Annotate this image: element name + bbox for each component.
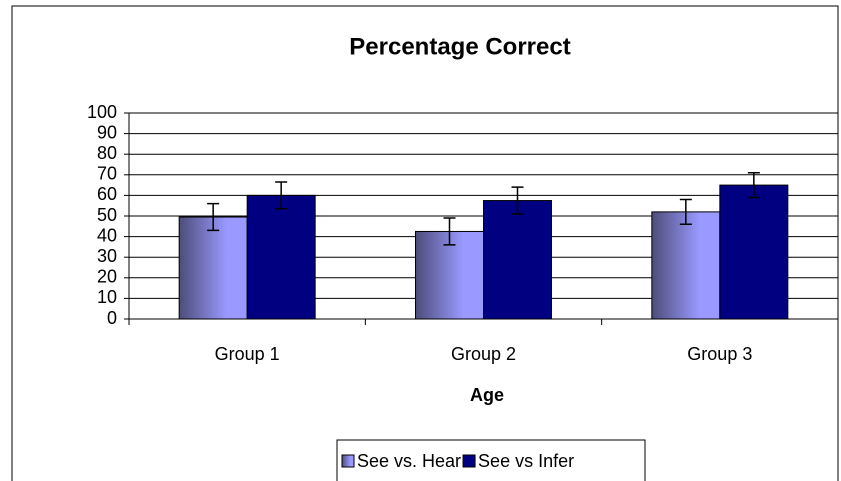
error-bar	[443, 217, 456, 246]
x-tick-label: Group 1	[215, 344, 280, 364]
y-tick-label: 20	[97, 267, 117, 287]
error-bar	[275, 181, 288, 210]
error-bar	[207, 202, 220, 232]
x-tick-label: Group 2	[451, 344, 516, 364]
error-bar	[679, 198, 692, 225]
y-tick-label: 10	[97, 287, 117, 307]
y-tick-label: 60	[97, 184, 117, 204]
y-tick-label: 0	[107, 308, 117, 328]
bar	[651, 211, 721, 320]
error-bar	[511, 186, 524, 215]
legend-label: See vs Infer	[478, 451, 574, 471]
x-tick-label: Group 3	[687, 344, 752, 364]
y-tick-label: 70	[97, 164, 117, 184]
y-tick-label: 100	[87, 102, 117, 122]
y-tick-label: 50	[97, 205, 117, 225]
y-tick-label: 90	[97, 122, 117, 142]
y-tick-label: 30	[97, 246, 117, 266]
error-bar	[747, 171, 760, 199]
bar	[415, 230, 484, 320]
bar	[178, 216, 248, 320]
legend-swatch	[341, 454, 355, 468]
chart-title: Percentage Correct	[349, 33, 570, 60]
y-tick-label: 80	[97, 143, 117, 163]
bar	[483, 200, 552, 320]
legend-swatch	[462, 454, 476, 468]
legend-box	[336, 439, 646, 481]
bar	[246, 194, 316, 320]
legend-label: See vs. Hear	[357, 451, 461, 471]
bar	[719, 184, 789, 320]
x-axis-label: Age	[470, 385, 504, 405]
y-tick-label: 40	[97, 225, 117, 245]
